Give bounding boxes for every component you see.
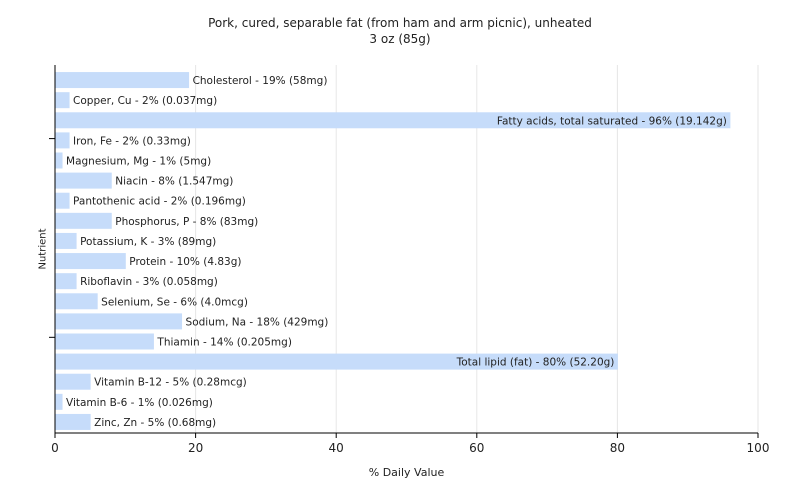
chart-title: Pork, cured, separable fat (from ham and…: [208, 16, 592, 30]
bar: [55, 72, 190, 89]
bar: [55, 232, 77, 249]
bar: [55, 353, 618, 370]
x-axis-label: % Daily Value: [368, 466, 445, 479]
bar-label: Selenium, Se - 6% (4.0mcg): [101, 296, 248, 308]
bar-label: Copper, Cu - 2% (0.037mg): [73, 95, 217, 107]
bar: [55, 152, 63, 169]
bar-label: Fatty acids, total saturated - 96% (19.1…: [497, 115, 727, 127]
bar-label: Vitamin B-12 - 5% (0.28mcg): [94, 377, 247, 389]
bar: [55, 273, 77, 290]
bar: [55, 253, 126, 270]
bar-label: Phosphorus, P - 8% (83mg): [115, 216, 258, 228]
bar: [55, 112, 731, 129]
bar-label: Cholesterol - 19% (58mg): [193, 75, 328, 87]
bars: Cholesterol - 19% (58mg) Copper, Cu - 2% …: [55, 72, 731, 430]
x-tick-label: 40: [329, 441, 344, 455]
x-tick-label: 20: [188, 441, 203, 455]
bar-label: Vitamin B-6 - 1% (0.026mg): [66, 397, 213, 409]
bar: [55, 192, 70, 209]
bar-label: Niacin - 8% (1.547mg): [115, 176, 233, 188]
axes: 0 20 40 60 80 100: [49, 65, 769, 455]
x-tick-label: 60: [469, 441, 484, 455]
bar-label: Iron, Fe - 2% (0.33mg): [73, 135, 191, 147]
bar-label: Total lipid (fat) - 80% (52.20g): [456, 357, 615, 369]
bar: [55, 333, 154, 350]
bar: [55, 373, 91, 390]
bar-label: Protein - 10% (4.83g): [129, 256, 241, 268]
bar: [55, 172, 112, 189]
bar: [55, 132, 70, 149]
bar: [55, 413, 91, 430]
bar-label: Riboflavin - 3% (0.058mg): [80, 276, 218, 288]
x-tick-label: 100: [747, 441, 770, 455]
x-tick-label: 80: [610, 441, 625, 455]
bar-label: Magnesium, Mg - 1% (5mg): [66, 156, 211, 168]
chart-subtitle: 3 oz (85g): [369, 32, 431, 46]
bar: [55, 212, 112, 229]
bar: [55, 313, 183, 330]
bar: [55, 393, 63, 410]
x-tick-label: 0: [51, 441, 59, 455]
bar: [55, 293, 98, 310]
bar-label: Sodium, Na - 18% (429mg): [186, 316, 329, 328]
bar-label: Zinc, Zn - 5% (0.68mg): [94, 417, 216, 429]
bar-label: Potassium, K - 3% (89mg): [80, 236, 216, 248]
bar-label: Thiamin - 14% (0.205mg): [156, 337, 292, 349]
bar-label: Pantothenic acid - 2% (0.196mg): [73, 196, 246, 208]
bar: [55, 92, 70, 109]
y-axis-label: Nutrient: [37, 228, 49, 270]
